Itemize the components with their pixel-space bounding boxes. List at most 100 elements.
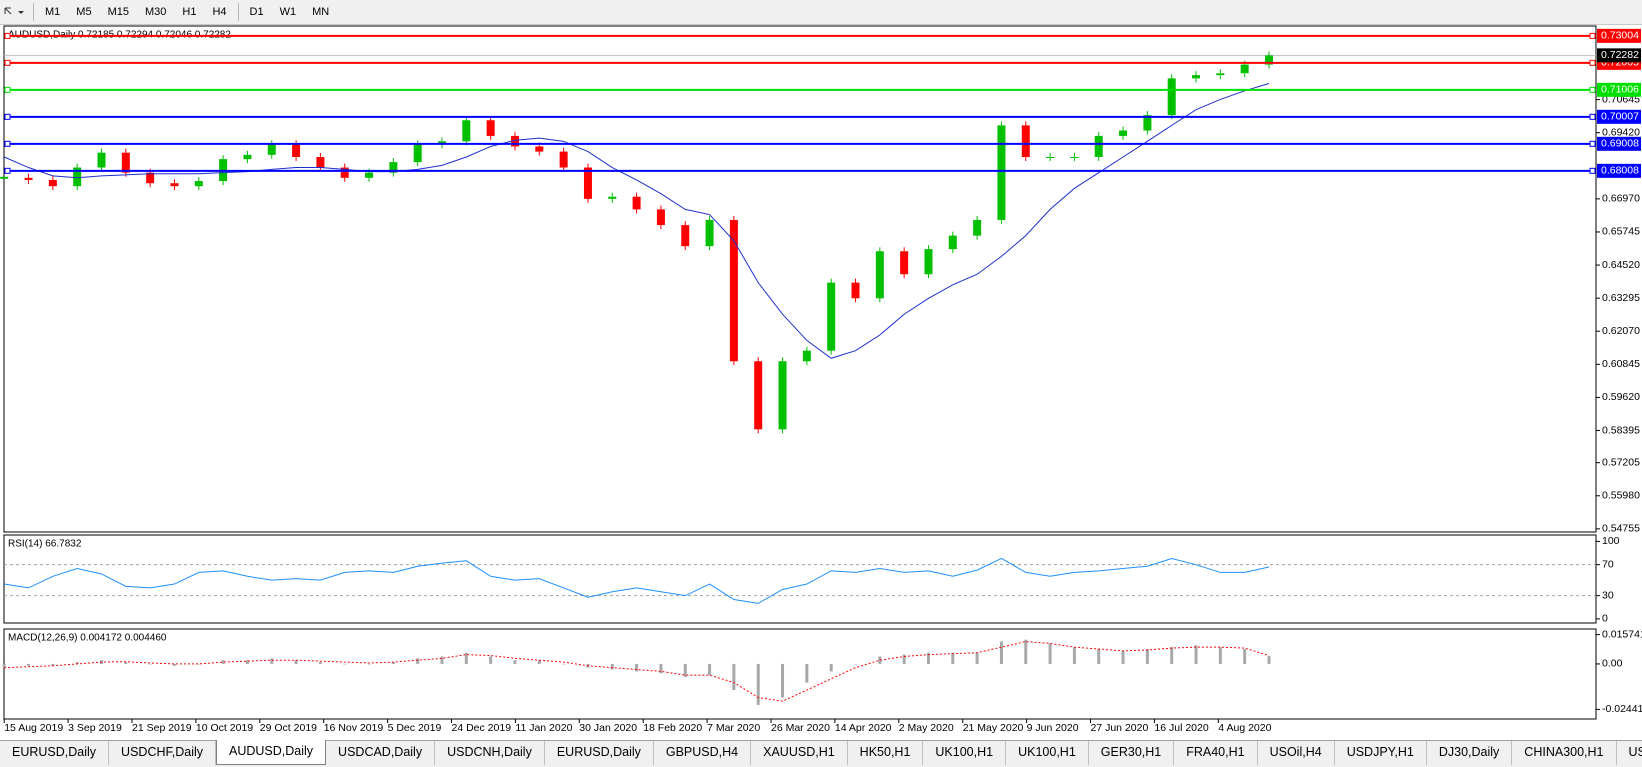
- candle: [997, 125, 1005, 220]
- current-price-label: 0.72282: [1601, 49, 1639, 61]
- separator: [33, 3, 34, 21]
- chart-tab[interactable]: UK100,H1: [1006, 741, 1089, 765]
- candle: [633, 197, 641, 210]
- macd-bar: [757, 664, 760, 705]
- macd-bar: [1243, 649, 1246, 664]
- chart-tab[interactable]: USOil,H4: [1258, 741, 1335, 765]
- timeframe-button[interactable]: M5: [68, 2, 99, 22]
- chart-tab[interactable]: EURUSD,Daily: [0, 741, 109, 765]
- x-tick-label: 3 Sep 2019: [68, 722, 122, 734]
- chart-window: AUDUSD,Daily 0.72185 0.72294 0.72046 0.7…: [0, 25, 1642, 740]
- y-tick-label: 100: [1602, 535, 1620, 547]
- chart-tab[interactable]: XAUUSD,H1: [751, 741, 848, 765]
- candle: [122, 153, 130, 173]
- chart-tab[interactable]: USDCNH,Daily: [435, 741, 545, 765]
- x-tick-label: 16 Nov 2019: [324, 722, 384, 734]
- level-handle: [5, 141, 10, 146]
- candle: [1216, 73, 1224, 75]
- y-tick-label: 0: [1602, 613, 1608, 625]
- chart-tab[interactable]: DJ30,Daily: [1427, 741, 1512, 765]
- timeframe-button[interactable]: H4: [204, 2, 234, 22]
- candle: [1168, 78, 1176, 115]
- timeframe-button[interactable]: D1: [242, 2, 272, 22]
- candle: [924, 249, 932, 274]
- y-tick-label: 0.58395: [1602, 424, 1640, 436]
- chart-tab[interactable]: USDCHF,Daily: [109, 741, 216, 765]
- y-tick-label: 30: [1602, 589, 1614, 601]
- y-tick-label: 0.62070: [1602, 325, 1640, 337]
- level-handle: [1590, 141, 1595, 146]
- timeframe-button[interactable]: M30: [137, 2, 174, 22]
- chart-tab[interactable]: EURUSD,Daily: [545, 741, 654, 765]
- chart-tab[interactable]: GER30,H1: [1089, 741, 1174, 765]
- macd-bar: [781, 664, 784, 698]
- macd-bar: [830, 664, 833, 671]
- candle: [876, 251, 884, 298]
- candle: [1241, 65, 1249, 74]
- candle: [560, 152, 568, 168]
- timeframe-button[interactable]: H1: [174, 2, 204, 22]
- chart-tab[interactable]: USOil,H1: [1617, 741, 1642, 765]
- candle: [827, 283, 835, 351]
- macd-bar: [513, 660, 516, 664]
- macd-bar: [149, 664, 152, 665]
- candle: [365, 173, 373, 178]
- chart-tab[interactable]: USDJPY,H1: [1335, 741, 1427, 765]
- macd-bar: [3, 664, 6, 668]
- candle: [608, 197, 616, 199]
- y-tick-label: 0.00: [1602, 658, 1623, 670]
- chart-tab[interactable]: USDCAD,Daily: [326, 741, 435, 765]
- x-tick-label: 5 Dec 2019: [388, 722, 442, 734]
- candle: [243, 155, 251, 159]
- candle: [195, 181, 203, 186]
- timeframe-button[interactable]: M1: [37, 2, 68, 22]
- cursor-tool[interactable]: [0, 2, 30, 22]
- candle: [1192, 75, 1200, 78]
- macd-bar: [854, 664, 857, 665]
- candle: [706, 220, 714, 246]
- level-label: 0.73004: [1601, 30, 1639, 42]
- macd-bar: [441, 656, 444, 663]
- level-handle: [5, 33, 10, 38]
- level-handle: [1590, 114, 1595, 119]
- y-tick-label: 0.60845: [1602, 358, 1640, 370]
- candle: [25, 178, 33, 180]
- candle: [657, 209, 665, 225]
- x-tick-label: 16 Jul 2020: [1154, 722, 1208, 734]
- macd-bar: [124, 662, 127, 664]
- level-handle: [5, 168, 10, 173]
- x-tick-label: 9 Jun 2020: [1027, 722, 1079, 734]
- candle: [852, 283, 860, 299]
- candle: [779, 361, 787, 429]
- chart-tab[interactable]: FRA40,H1: [1174, 741, 1257, 765]
- chart-tab[interactable]: AUDUSD,Daily: [216, 740, 326, 765]
- chart-tab[interactable]: CHINA300,H1: [1512, 741, 1616, 765]
- timeframe-button[interactable]: M15: [100, 2, 137, 22]
- chart-tab[interactable]: HK50,H1: [848, 741, 924, 765]
- level-handle: [5, 87, 10, 92]
- level-handle: [1590, 33, 1595, 38]
- x-tick-label: 21 Sep 2019: [132, 722, 192, 734]
- macd-bar: [270, 658, 273, 664]
- candle: [414, 144, 422, 162]
- x-tick-label: 4 Aug 2020: [1218, 722, 1271, 734]
- macd-bar: [1122, 651, 1125, 664]
- level-handle: [5, 60, 10, 65]
- candle: [97, 153, 105, 168]
- timeframe-button[interactable]: MN: [304, 2, 337, 22]
- candle: [268, 144, 276, 155]
- level-handle: [1590, 60, 1595, 65]
- macd-bar: [489, 656, 492, 663]
- y-tick-label: 0.015741: [1602, 628, 1642, 640]
- candle: [681, 225, 689, 246]
- candle: [973, 220, 981, 236]
- chart-tab[interactable]: GBPUSD,H4: [654, 741, 751, 765]
- candle: [170, 183, 178, 186]
- timeframe-button[interactable]: W1: [272, 2, 305, 22]
- macd-bar: [611, 664, 614, 670]
- candle: [1022, 125, 1030, 157]
- x-tick-label: 10 Oct 2019: [196, 722, 253, 734]
- macd-bar: [1195, 645, 1198, 664]
- chart-tab[interactable]: UK100,H1: [923, 741, 1006, 765]
